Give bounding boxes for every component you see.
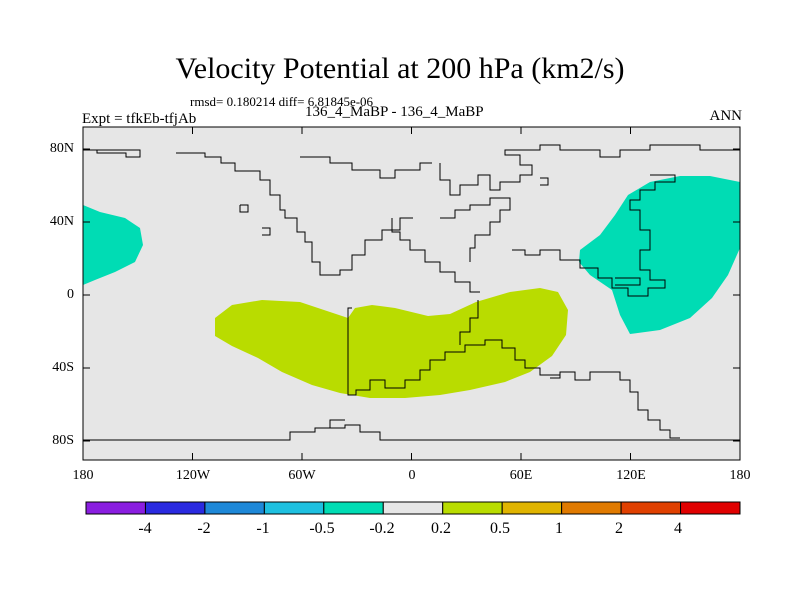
colorbar-label: -2	[197, 520, 211, 537]
comparison-label: 136_4_MaBP - 136_4_MaBP	[305, 104, 484, 120]
lon-label-0: 0	[408, 468, 416, 483]
lon-label-120e: 120E	[616, 468, 646, 483]
coastline	[440, 197, 511, 262]
season-label: ANN	[709, 108, 743, 124]
colorbar-swatch	[680, 501, 741, 515]
lon-label-180e: 180	[729, 468, 751, 483]
colorbar-label: 1	[555, 520, 563, 537]
colorbar-swatch	[85, 501, 146, 515]
lon-label-60e: 60E	[509, 468, 533, 483]
colorbar-swatch	[144, 501, 206, 515]
colorbar-label: 0.2	[431, 520, 451, 537]
coastline	[239, 204, 249, 213]
lon-label-60w: 60W	[288, 468, 316, 483]
coastline	[391, 218, 480, 293]
colorbar-swatch	[263, 501, 325, 515]
colorbar-label: -4	[138, 520, 152, 537]
coastline-group	[83, 144, 740, 441]
lat-label-80n: 80N	[49, 141, 74, 156]
negative-region-west	[83, 205, 143, 285]
negative-region-east	[579, 176, 740, 334]
coastline	[176, 152, 413, 276]
coastline	[550, 371, 680, 439]
colorbar-swatch	[204, 501, 265, 515]
colorbar-swatch	[561, 501, 622, 515]
coastline	[262, 227, 271, 236]
colorbar	[85, 501, 741, 515]
colorbar-label: 0.5	[490, 520, 510, 537]
colorbar-swatch	[620, 501, 682, 515]
coastline	[540, 177, 549, 186]
coastline	[83, 149, 141, 158]
experiment-label: Expt = tfkEb-tfjAb	[82, 111, 197, 127]
colorbar-swatch	[323, 501, 384, 515]
coastline	[320, 419, 345, 429]
coastline	[459, 300, 479, 345]
lat-label-40s: 40S	[52, 360, 74, 375]
coastline	[615, 277, 641, 286]
lat-label-eq: 0	[67, 287, 74, 302]
coastline	[580, 144, 740, 158]
colorbar-swatch	[382, 501, 444, 515]
coastline	[512, 174, 676, 297]
coastline	[83, 424, 740, 441]
colorbar-label: 2	[615, 520, 623, 537]
coastline	[439, 144, 580, 196]
lon-label-120w: 120W	[175, 468, 211, 483]
positive-region	[215, 288, 568, 398]
stats-label: rmsd= 0.180214 diff= 6.81845e-06	[190, 94, 374, 109]
colorbar-swatch	[442, 501, 503, 515]
colorbar-label: -1	[256, 520, 270, 537]
lat-label-40n: 40N	[49, 214, 74, 229]
coastline	[347, 307, 560, 396]
colorbar-label: -0.2	[369, 520, 395, 537]
colorbar-label: 4	[674, 520, 682, 537]
lat-label-80s: 80S	[52, 433, 74, 448]
lon-label-180w: 180	[72, 468, 94, 483]
coastline	[300, 156, 432, 179]
colorbar-swatch	[501, 501, 563, 515]
axis-ticks	[82, 127, 741, 460]
plot-title: Velocity Potential at 200 hPa (km2/s)	[175, 52, 625, 85]
colorbar-label: -0.5	[309, 520, 335, 537]
